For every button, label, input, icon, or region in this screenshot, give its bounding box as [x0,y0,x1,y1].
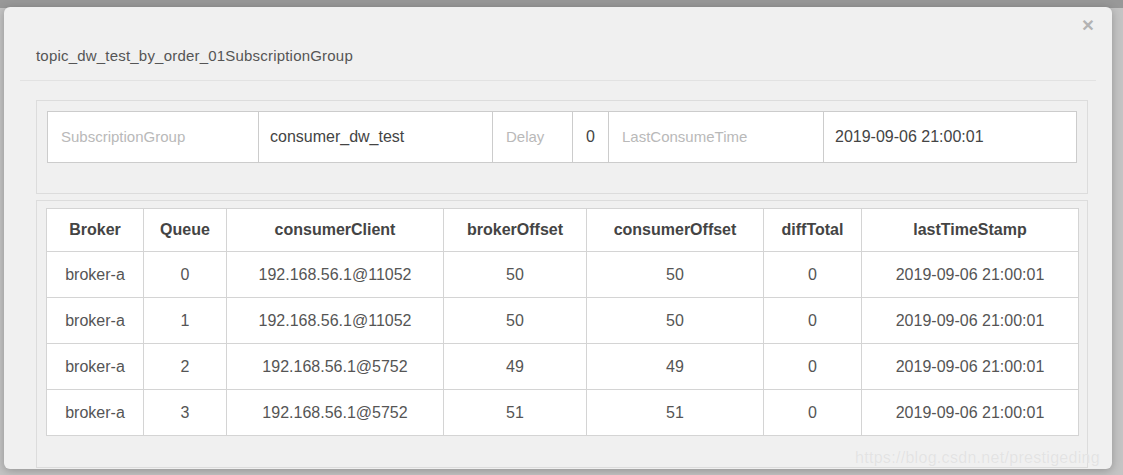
table-cell: 51 [587,390,764,436]
table-cell: 0 [144,252,227,298]
table-cell: 192.168.56.1@5752 [227,390,444,436]
table-panel: BrokerQueueconsumerClientbrokerOffsetcon… [36,200,1088,468]
table-cell: 192.168.56.1@11052 [227,298,444,344]
fields-panel: SubscriptionGroupconsumer_dw_testDelay0L… [36,100,1088,194]
modal-header: topic_dw_test_by_order_01SubscriptionGro… [20,7,1096,81]
table-cell: 50 [444,298,587,344]
subscription-group-modal: ✕ topic_dw_test_by_order_01SubscriptionG… [4,7,1112,469]
table-cell: 0 [764,252,862,298]
table-cell: 2 [144,344,227,390]
table-cell: broker-a [47,252,144,298]
table-cell: 0 [764,344,862,390]
consumer-progress-table: BrokerQueueconsumerClientbrokerOffsetcon… [46,208,1079,436]
table-cell: 49 [587,344,764,390]
column-header-consumerclient: consumerClient [227,209,444,252]
field-label: Delay [492,112,572,162]
table-head: BrokerQueueconsumerClientbrokerOffsetcon… [47,209,1079,252]
table-cell: 51 [444,390,587,436]
column-header-difftotal: diffTotal [764,209,862,252]
column-header-broker: Broker [47,209,144,252]
table-cell: 0 [764,390,862,436]
table-cell: 192.168.56.1@11052 [227,252,444,298]
table-cell: 2019-09-06 21:00:01 [862,298,1079,344]
table-row: broker-a3192.168.56.1@5752515102019-09-0… [47,390,1079,436]
column-header-lasttimestamp: lastTimeStamp [862,209,1079,252]
table-cell: 49 [444,344,587,390]
table-row: broker-a2192.168.56.1@5752494902019-09-0… [47,344,1079,390]
table-cell: 3 [144,390,227,436]
field-value: consumer_dw_test [258,112,492,162]
table-cell: 192.168.56.1@5752 [227,344,444,390]
table-cell: 2019-09-06 21:00:01 [862,344,1079,390]
table-row: broker-a1192.168.56.1@11052505002019-09-… [47,298,1079,344]
table-cell: 1 [144,298,227,344]
table-cell: 50 [587,252,764,298]
column-header-brokeroffset: brokerOffset [444,209,587,252]
table-row: broker-a0192.168.56.1@11052505002019-09-… [47,252,1079,298]
field-value: 0 [572,112,608,162]
field-value: 2019-09-06 21:00:01 [823,112,1076,162]
column-header-consumeroffset: consumerOffset [587,209,764,252]
field-label: SubscriptionGroup [48,112,258,162]
table-body: broker-a0192.168.56.1@11052505002019-09-… [47,252,1079,436]
fields-row: SubscriptionGroupconsumer_dw_testDelay0L… [47,111,1077,163]
table-cell: 0 [764,298,862,344]
table-cell: 2019-09-06 21:00:01 [862,390,1079,436]
table-cell: broker-a [47,344,144,390]
modal-title: topic_dw_test_by_order_01SubscriptionGro… [36,47,353,64]
table-cell: 2019-09-06 21:00:01 [862,252,1079,298]
table-cell: broker-a [47,390,144,436]
column-header-queue: Queue [144,209,227,252]
table-cell: broker-a [47,298,144,344]
table-header-row: BrokerQueueconsumerClientbrokerOffsetcon… [47,209,1079,252]
field-label: LastConsumeTime [608,112,823,162]
table-cell: 50 [444,252,587,298]
table-cell: 50 [587,298,764,344]
